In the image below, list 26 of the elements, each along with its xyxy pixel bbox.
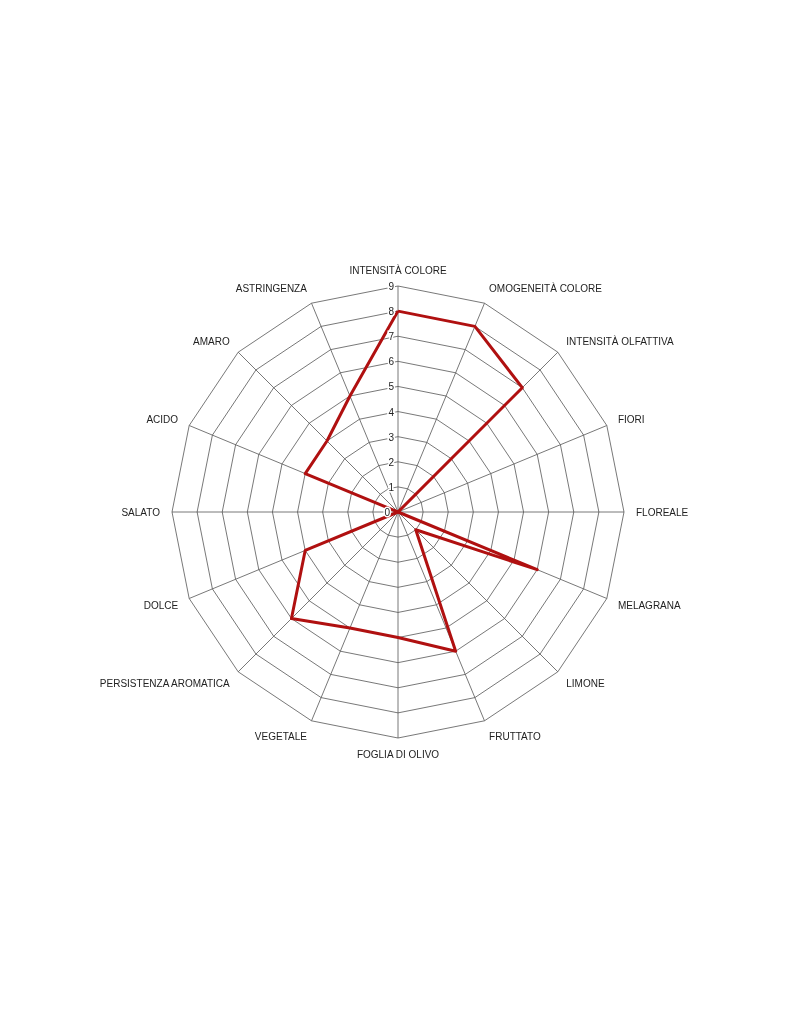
spoke-label: DOLCE [143,599,179,611]
y-tick-label: 7 [388,331,395,343]
y-tick-label: 9 [388,281,395,292]
spoke-label: MELAGRANA [617,599,682,611]
y-tick-label: 6 [388,356,395,368]
y-tick-label: 4 [388,406,395,418]
spoke-label: INTENSITÀ COLORE [349,264,447,276]
y-tick-label: 0 [384,507,391,518]
spoke-label: ACIDO [146,414,179,426]
y-tick-label: 1 [388,481,395,493]
spoke-label: FOGLIA DI OLIVO [356,749,440,760]
spoke-label: VEGETALE [254,730,308,742]
y-tick-label: 3 [388,431,395,443]
spoke-label: AMARO [193,335,230,347]
y-tick-label: 2 [388,456,395,468]
y-tick-label: 5 [388,381,395,393]
spoke-label: OMOGENEITÀ COLORE [489,282,603,295]
spoke-label: PERSISTENZA AROMATICA [99,678,231,690]
spoke-label: SALATO [121,507,161,518]
spoke-label: FRUTTATO [489,730,541,742]
spoke-label: FIORI [617,414,645,426]
y-tick-label: 8 [388,306,395,318]
spoke-label: INTENSITÀ OLFATTIVA [566,334,675,347]
spoke-label: LIMONE [566,678,605,690]
spoke-label: ASTRINGENZA [235,283,308,295]
spoke-label: FLOREALE [636,507,689,518]
